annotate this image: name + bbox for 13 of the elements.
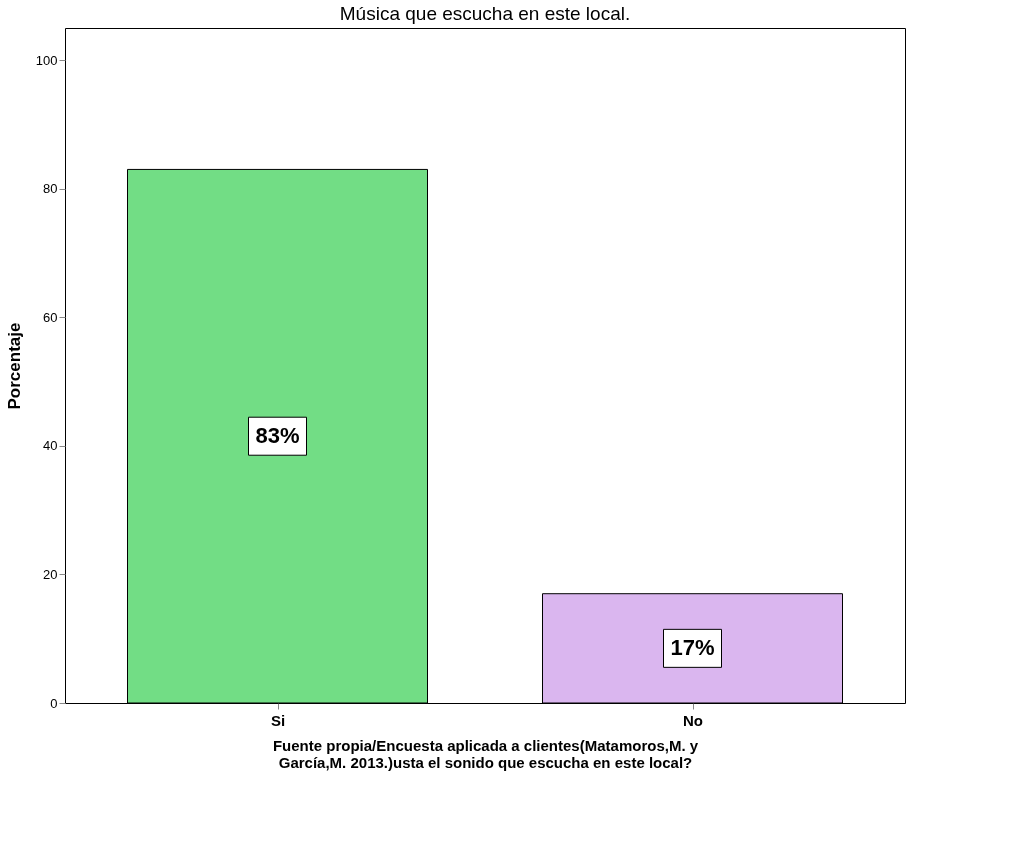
y-tick-label: 80 xyxy=(43,181,58,197)
data-label: 83% xyxy=(255,423,300,449)
x-tick-label: No xyxy=(683,711,703,729)
data-label: 17% xyxy=(670,635,715,661)
chart-title: Música que escucha en este local. xyxy=(339,3,631,24)
y-tick-label: 0 xyxy=(50,695,58,711)
y-tick-label: 40 xyxy=(43,438,58,454)
y-tick-label: 20 xyxy=(43,566,58,582)
y-tick-label: 60 xyxy=(43,309,58,325)
x-tick-label: Si xyxy=(270,711,286,729)
x-axis-title: Fuente propia/Encuesta aplicada a clientes(Matamoros,M. y García,M. 2013.)usta el sonido que escucha en este local? xyxy=(272,736,699,771)
y-axis-title: Porcentaje xyxy=(4,322,24,410)
y-tick-label: 100 xyxy=(35,52,58,68)
